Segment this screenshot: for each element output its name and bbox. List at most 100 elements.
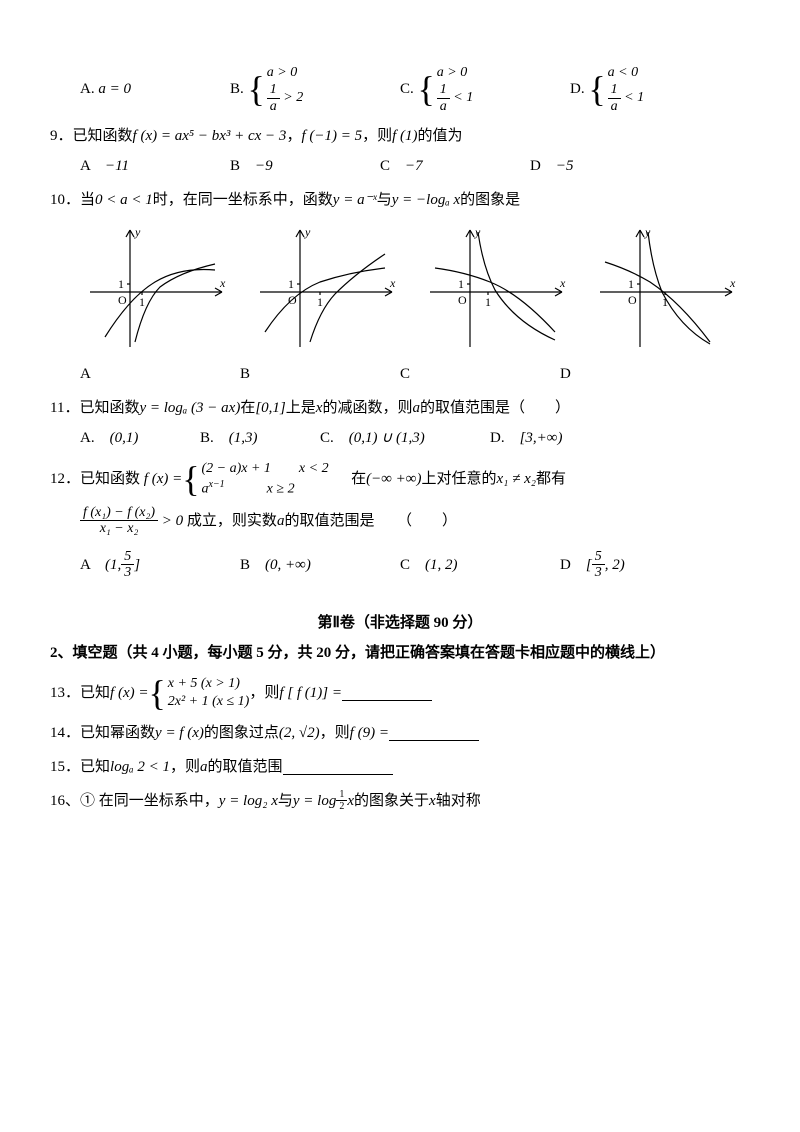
svg-text:x: x	[729, 276, 736, 290]
q12-dom: (−∞ +∞)	[366, 467, 421, 491]
q13-t1: 已知	[80, 681, 110, 705]
svg-text:1: 1	[628, 277, 634, 291]
q12a-d: 3	[121, 565, 134, 580]
q16-t2: 的图象关于	[354, 789, 429, 813]
svg-text:1: 1	[317, 295, 323, 309]
q9-c-val: −7	[405, 158, 423, 174]
q12a-n: 5	[121, 549, 134, 565]
question-13: 13． 已知 f (x) = { x + 5 (x > 1) 2x² + 1 (…	[50, 675, 750, 711]
q11-num: 11．	[50, 396, 79, 420]
q16-y2l: y = log	[293, 789, 336, 813]
q11-t3: 上是	[286, 396, 316, 420]
q9-num: 9．	[50, 124, 73, 148]
q11-d-val: [3,+∞)	[520, 430, 563, 446]
q13-blank[interactable]	[342, 685, 432, 701]
svg-text:1: 1	[139, 295, 145, 309]
q11-opt-a: A. (0,1)	[80, 426, 200, 450]
svg-text:1: 1	[118, 277, 124, 291]
d-cmp: < 1	[624, 90, 644, 105]
q9-t3: ，则	[362, 124, 392, 148]
q15-num: 15．	[50, 755, 80, 779]
q15-t3: 的取值范围	[207, 755, 282, 779]
q15-blank[interactable]	[283, 759, 393, 775]
d-den: a	[608, 99, 621, 114]
q14-blank[interactable]	[389, 725, 479, 741]
q9-t2: ，	[286, 124, 301, 148]
q10-graphs: yxO11yxO11yxO11yxO11	[80, 222, 740, 352]
q14-num: 14．	[50, 721, 80, 745]
q11-t4: 的减函数，则	[322, 396, 412, 420]
q12-fxlead: f (x) =	[144, 467, 182, 491]
svg-text:O: O	[458, 293, 467, 307]
q14-yfx: y = f (x)	[155, 721, 204, 745]
svg-text:1: 1	[485, 295, 491, 309]
question-9: 9． 已知函数 f (x) = ax⁵ − bx³ + cx − 3 ， f (…	[50, 124, 750, 178]
svg-text:x: x	[559, 276, 566, 290]
q11-opt-b: B. (1,3)	[200, 426, 320, 450]
lbl-d: D	[560, 362, 720, 386]
q16-y2n: 1	[336, 789, 347, 801]
graph-b: yxO11	[250, 222, 400, 352]
svg-text:y: y	[644, 225, 651, 239]
q16-t3: 轴对称	[436, 789, 481, 813]
d-num: 1	[608, 82, 621, 98]
q8-opt-d: D. { a < 0 1a < 1	[570, 64, 720, 114]
q12-p2r: x ≥ 2	[225, 482, 295, 497]
q11-opt-d: D. [3,+∞)	[490, 426, 610, 450]
q9-b-val: −9	[255, 158, 273, 174]
q10-t4: 的图象是	[460, 188, 520, 212]
q13-lead: f (x) =	[110, 681, 148, 705]
lbl-a: A	[80, 362, 240, 386]
svg-text:x: x	[389, 276, 396, 290]
opt-label: B.	[230, 77, 244, 101]
svg-text:1: 1	[288, 277, 294, 291]
q12-p2l: a	[202, 482, 209, 497]
q9-t4: 的值为	[418, 124, 463, 148]
q12-t2: 在	[351, 467, 366, 491]
q12-p2e: x−1	[209, 479, 225, 490]
svg-text:y: y	[134, 225, 141, 239]
q11-a: a	[412, 396, 420, 420]
q16-y2d: 2	[336, 801, 347, 812]
c-top: a > 0	[437, 64, 473, 82]
question-14: 14． 已知幂函数 y = f (x) 的图象过点 (2, √2) ，则 f (…	[50, 721, 750, 745]
q13-ask: f [ f (1)] =	[279, 681, 342, 705]
q11-opt-c: C. (0,1) ∪ (1,3)	[320, 426, 490, 450]
q9-opt-c: C −7	[380, 154, 530, 178]
q11-c-val: (0,1) ∪ (1,3)	[349, 430, 425, 446]
graph-d: yxO11	[590, 222, 740, 352]
q9-t1: 已知函数	[73, 124, 133, 148]
q8-opt-b: B. { a > 0 1a > 2	[230, 64, 400, 114]
q12-cmp: > 0	[162, 509, 183, 533]
q12a-l: (1,	[105, 553, 121, 577]
q10-y1: y = a⁻ˣ	[333, 188, 377, 212]
q16-num: 16、	[50, 789, 80, 813]
q16-y1: y = log₂ x	[219, 789, 278, 813]
q8-opt-c: C. { a > 0 1a < 1	[400, 64, 570, 114]
c-cmp: < 1	[453, 90, 473, 105]
svg-text:1: 1	[458, 277, 464, 291]
b-num: 1	[267, 82, 280, 98]
opt-label: A.	[80, 77, 95, 101]
question-15: 15． 已知 logₐ 2 < 1 ，则 a 的取值范围	[50, 755, 750, 779]
question-10: 10． 当 0 < a < 1 时，在同一坐标系中，函数 y = a⁻ˣ 与 y…	[50, 188, 750, 386]
q12-opt-d: D [53, 2)	[560, 549, 720, 581]
q12d-n: 5	[592, 549, 605, 565]
svg-text:O: O	[118, 293, 127, 307]
c-den: a	[437, 99, 450, 114]
q16-t1: ① 在同一坐标系中，	[80, 789, 219, 813]
q10-y2: y = −logₐ x	[392, 188, 460, 212]
q10-t2: 时，在同一坐标系中，函数	[153, 188, 333, 212]
q12d-d: 3	[592, 565, 605, 580]
b-den: a	[267, 99, 280, 114]
q8-options: A. a = 0 B. { a > 0 1a > 2 C. { a > 0 1a…	[80, 64, 750, 114]
q11-b-val: (1,3)	[229, 430, 258, 446]
q9-opt-d: D −5	[530, 154, 680, 178]
q14-t3: ，则	[320, 721, 350, 745]
q12-fden: x₁ − x₂	[97, 521, 142, 536]
q14-t1: 已知幂函数	[80, 721, 155, 745]
q9-opt-a: A −11	[80, 154, 230, 178]
opt-expr: a = 0	[98, 77, 131, 101]
c-num: 1	[437, 82, 450, 98]
q14-pt: (2, √2)	[279, 721, 320, 745]
